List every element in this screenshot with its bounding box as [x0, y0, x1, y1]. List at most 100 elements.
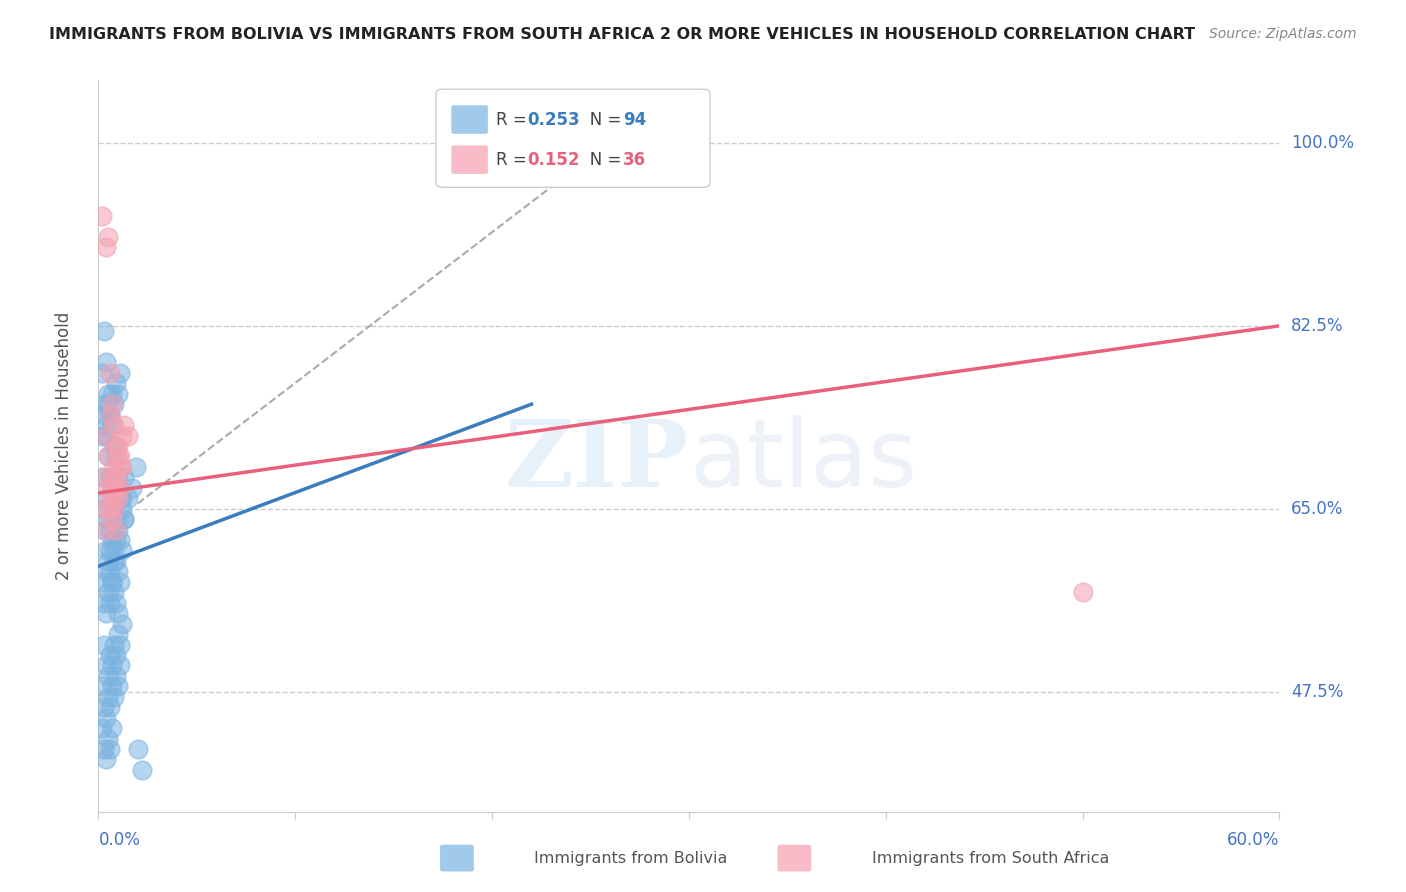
Point: [101, 512, 124, 526]
Point: [101, 721, 124, 735]
Text: 65.0%: 65.0%: [1291, 500, 1344, 517]
Point: [108, 450, 131, 464]
Point: [93, 408, 115, 422]
Point: [107, 470, 129, 484]
Point: [103, 554, 125, 568]
Text: 100.0%: 100.0%: [1291, 134, 1354, 152]
Point: [98, 501, 121, 516]
Point: [96, 491, 118, 506]
Point: [97, 690, 120, 704]
Point: [103, 459, 125, 474]
Point: [97, 397, 120, 411]
Point: [96, 523, 118, 537]
Point: [105, 533, 128, 547]
Point: [96, 240, 118, 254]
Point: [97, 731, 120, 746]
Point: [103, 543, 125, 558]
Point: [98, 648, 121, 662]
Point: [111, 428, 134, 442]
Point: [93, 700, 115, 714]
Point: [93, 470, 115, 484]
Point: [111, 501, 134, 516]
Point: [91, 209, 114, 223]
Text: N =: N =: [574, 111, 626, 128]
Point: [96, 355, 118, 369]
Point: [103, 638, 125, 652]
Point: [105, 512, 128, 526]
Point: [105, 523, 128, 537]
Point: [96, 428, 118, 442]
Point: [96, 428, 118, 442]
Point: [97, 450, 120, 464]
Point: [108, 574, 131, 589]
Point: [107, 439, 129, 453]
Text: IMMIGRANTS FROM BOLIVIA VS IMMIGRANTS FROM SOUTH AFRICA 2 OR MORE VEHICLES IN HO: IMMIGRANTS FROM BOLIVIA VS IMMIGRANTS FR…: [49, 27, 1195, 42]
Point: [101, 481, 124, 495]
Point: [117, 428, 139, 442]
Point: [93, 324, 115, 338]
Point: [96, 418, 118, 433]
Point: [93, 501, 115, 516]
Point: [105, 450, 128, 464]
Point: [93, 742, 115, 756]
Point: [105, 596, 128, 610]
Point: [97, 450, 120, 464]
Point: [107, 627, 129, 641]
Point: [107, 565, 129, 579]
Point: [93, 638, 115, 652]
Point: [98, 366, 121, 380]
Point: [112, 512, 135, 526]
Point: [111, 491, 134, 506]
Point: [101, 658, 124, 673]
Point: [112, 470, 135, 484]
Point: [96, 658, 118, 673]
Point: [93, 501, 115, 516]
Point: [96, 606, 118, 620]
Point: [108, 638, 131, 652]
Point: [96, 565, 118, 579]
Point: [105, 554, 128, 568]
Point: [127, 742, 149, 756]
Text: R =: R =: [496, 151, 533, 169]
Point: [98, 408, 121, 422]
Text: N =: N =: [574, 151, 626, 169]
Point: [98, 491, 121, 506]
Point: [105, 439, 128, 453]
Point: [105, 470, 128, 484]
Point: [103, 690, 125, 704]
Text: Immigrants from Bolivia: Immigrants from Bolivia: [534, 851, 728, 865]
Point: [101, 418, 124, 433]
Point: [107, 679, 129, 693]
Point: [97, 585, 120, 599]
Point: [103, 501, 125, 516]
Point: [103, 585, 125, 599]
Point: [93, 523, 115, 537]
Point: [112, 512, 135, 526]
Point: [91, 721, 114, 735]
Point: [98, 470, 121, 484]
Point: [112, 418, 135, 433]
Point: [101, 397, 124, 411]
Point: [101, 386, 124, 401]
Point: [105, 481, 128, 495]
Text: 36: 36: [623, 151, 645, 169]
Point: [98, 408, 121, 422]
Point: [101, 574, 124, 589]
Text: ZIP: ZIP: [505, 416, 689, 506]
Point: [108, 533, 131, 547]
Point: [98, 742, 121, 756]
Text: 0.253: 0.253: [527, 111, 579, 128]
Point: [96, 752, 118, 766]
Point: [125, 459, 148, 474]
Point: [121, 481, 143, 495]
Point: [111, 543, 134, 558]
Point: [101, 481, 124, 495]
Point: [101, 533, 124, 547]
Point: [107, 606, 129, 620]
Text: 60.0%: 60.0%: [1227, 830, 1279, 848]
Point: [103, 418, 125, 433]
Point: [107, 386, 129, 401]
Point: [97, 554, 120, 568]
Point: [98, 700, 121, 714]
Text: Immigrants from South Africa: Immigrants from South Africa: [872, 851, 1109, 865]
